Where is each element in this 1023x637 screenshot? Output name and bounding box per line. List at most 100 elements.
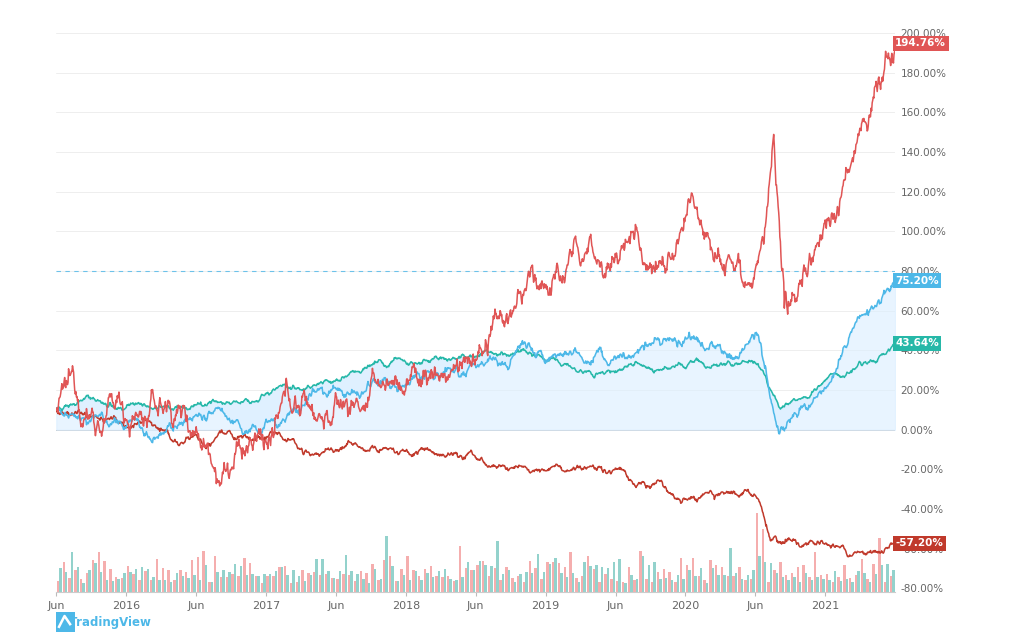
Bar [461,577,463,592]
Bar [319,575,321,592]
Bar [512,578,514,592]
Bar [496,541,498,592]
Bar [217,572,219,592]
Bar [397,581,400,592]
Bar [263,574,266,592]
Bar [595,565,597,592]
Bar [695,576,697,592]
Bar [566,577,569,592]
Bar [395,581,397,592]
Bar [88,570,91,592]
Bar [205,565,208,592]
Bar [542,572,545,592]
Text: -57.20%: -57.20% [895,538,943,548]
Text: 75.20%: 75.20% [895,276,939,285]
Bar [750,579,752,592]
Bar [589,566,591,592]
Bar [386,536,388,592]
Bar [272,576,275,592]
Bar [86,573,88,592]
Bar [551,561,554,592]
Bar [732,576,735,592]
Bar [819,575,822,592]
Bar [187,578,190,592]
Bar [290,583,293,592]
Bar [436,576,438,592]
Bar [832,582,834,592]
Bar [176,573,178,592]
Bar [62,562,65,592]
Bar [624,583,627,592]
Bar [269,574,271,592]
Bar [507,570,510,592]
Bar [570,552,572,592]
Bar [485,564,487,592]
Bar [246,575,248,592]
Bar [173,580,176,592]
Bar [310,575,312,592]
Bar [814,552,816,592]
Bar [851,582,854,592]
Bar [339,571,342,592]
Bar [619,559,621,592]
Bar [196,557,199,592]
Bar [531,573,533,592]
Bar [866,578,869,592]
Bar [112,582,114,592]
Bar [651,582,654,592]
Bar [424,569,427,592]
Bar [630,575,632,592]
Bar [327,571,329,592]
Bar [315,559,318,592]
Bar [356,574,359,592]
Bar [304,582,306,592]
Bar [164,580,167,592]
Bar [791,573,793,592]
Bar [345,555,347,592]
Bar [97,552,100,592]
Bar [706,583,708,592]
Bar [420,580,422,592]
Bar [275,571,277,592]
Bar [646,579,648,592]
Bar [561,573,563,592]
Bar [203,552,205,592]
Bar [473,569,476,592]
Bar [449,579,452,592]
Bar [330,578,332,592]
Bar [607,568,610,592]
Bar [231,575,234,592]
Bar [712,568,714,592]
Bar [383,560,386,592]
Bar [636,579,638,592]
Bar [409,580,411,592]
Bar [517,576,520,592]
Bar [155,559,159,592]
Bar [676,575,679,592]
Bar [741,579,743,592]
Bar [785,575,788,592]
Bar [414,571,417,592]
Bar [441,576,444,592]
Bar [537,554,539,592]
Bar [313,572,315,592]
Bar [400,569,403,592]
Bar [286,575,288,592]
Bar [132,574,135,592]
Bar [554,558,557,592]
Bar [373,569,376,592]
Bar [371,564,373,592]
Bar [816,578,819,592]
Bar [849,578,851,592]
Bar [389,556,391,592]
Bar [284,566,286,592]
Bar [875,574,877,592]
Bar [458,546,461,592]
Bar [214,555,217,592]
Bar [249,564,252,592]
Bar [261,583,263,592]
Bar [427,573,429,592]
Bar [704,580,706,592]
Bar [307,573,310,592]
Bar [572,573,574,592]
